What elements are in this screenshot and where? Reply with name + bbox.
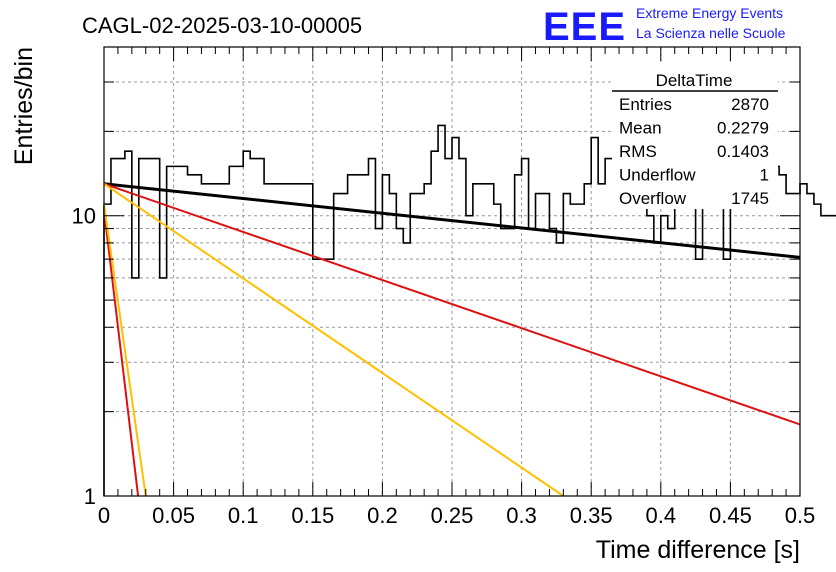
fit-curves	[103, 182, 801, 497]
x-tick-label: 0.25	[431, 503, 474, 528]
stats-row-label: Underflow	[619, 166, 696, 185]
stats-row-value: 1	[760, 166, 769, 185]
x-tick-label: 0.3	[506, 503, 537, 528]
x-tick-label: 0.45	[709, 503, 752, 528]
y-tick-label: 10	[72, 204, 96, 229]
x-tick-label: 0.35	[570, 503, 613, 528]
branding-line-2: La Scienza nelle Scuole	[636, 25, 786, 41]
stats-row-value: 2870	[731, 95, 769, 114]
x-tick-label: 0.15	[291, 503, 334, 528]
chart-title: CAGL-02-2025-03-10-00005	[82, 13, 362, 38]
stats-row-label: Mean	[619, 119, 662, 138]
x-tick-label: 0.1	[228, 503, 259, 528]
branding-line-1: Extreme Energy Events	[636, 5, 783, 21]
x-tick-label: 0.4	[646, 503, 677, 528]
stats-row-value: 1745	[731, 189, 769, 208]
grid	[104, 47, 800, 496]
fit-curve-0	[103, 182, 801, 259]
stats-row-label: Overflow	[619, 189, 687, 208]
stats-row-value: 0.1403	[717, 142, 769, 161]
x-tick-label: 0.05	[152, 503, 195, 528]
stats-row-value: 0.2279	[717, 119, 769, 138]
x-tick-label: 0.2	[367, 503, 398, 528]
stats-row-label: Entries	[619, 95, 672, 114]
y-axis-label: Entries/bin	[10, 47, 38, 165]
fit-curve-3	[103, 209, 140, 497]
stats-box: DeltaTime Entries 2870 Mean 0.2279 RMS 0.1403…	[612, 63, 778, 209]
fit-curve-2	[103, 182, 564, 497]
y-tick-label: 1	[84, 484, 96, 509]
x-axis-label: Time difference [s]	[596, 536, 800, 564]
fit-curve-4	[103, 203, 147, 497]
axes: 0 0.05 0.1 0.15 0.2 0.25 0.3 0.35 0.4 0.45 0.5 1 10	[72, 47, 816, 528]
stats-title: DeltaTime	[656, 71, 733, 90]
stats-row-label: RMS	[619, 142, 657, 161]
eee-logo: EEE	[543, 5, 626, 49]
fit-curve-1	[103, 182, 801, 426]
x-tick-label: 0.5	[785, 503, 816, 528]
x-tick-label: 0	[98, 503, 110, 528]
